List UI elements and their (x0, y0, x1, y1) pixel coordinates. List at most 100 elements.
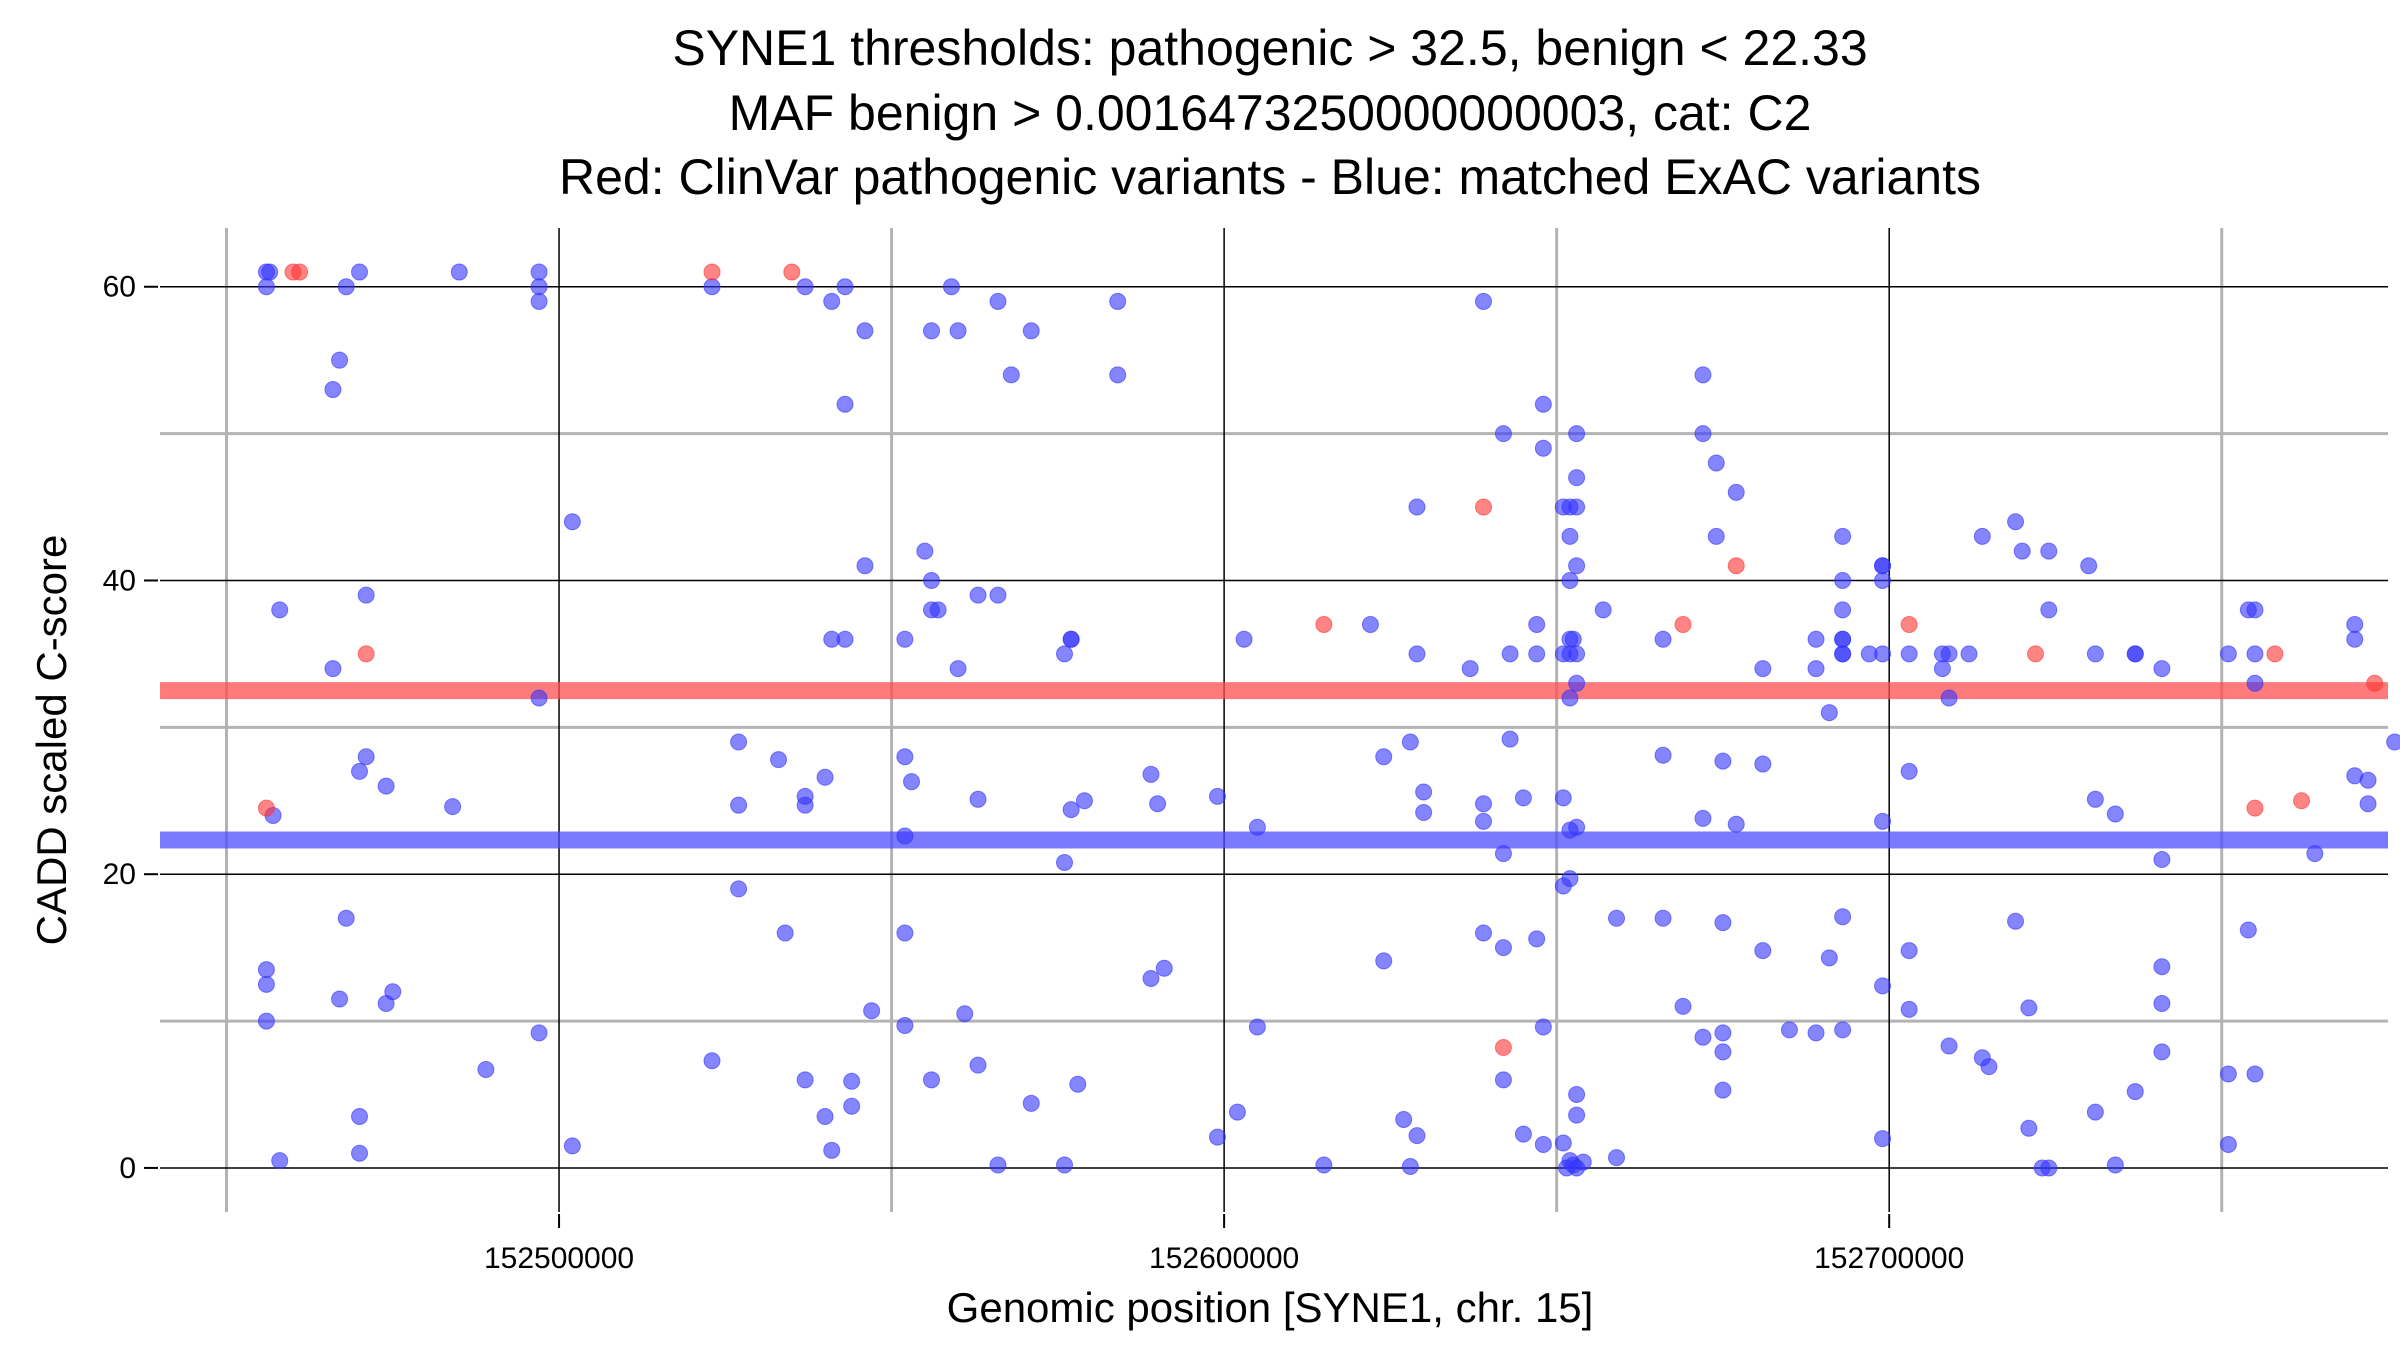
chart-title-line-2: MAF benign > 0.0016473250000000003, cat:… (729, 85, 1812, 141)
exac-point (1208, 787, 1226, 805)
exac-point (1807, 660, 1825, 678)
exac-point (384, 983, 402, 1001)
exac-point (1714, 752, 1732, 770)
exac-point (530, 1024, 548, 1042)
exac-point (530, 278, 548, 296)
exac-point (1834, 908, 1852, 926)
exac-point (1980, 1058, 1998, 1076)
exac-point (2033, 1159, 2051, 1177)
x-tick-label: 152500000 (484, 1242, 634, 1275)
exac-point (1501, 645, 1519, 663)
exac-point (271, 601, 289, 619)
exac-point (703, 278, 721, 296)
exac-point (1568, 557, 1586, 575)
exac-point (1900, 762, 1918, 780)
exac-point (836, 395, 854, 413)
exac-point (1754, 660, 1772, 678)
exac-point (1714, 914, 1732, 932)
exac-point (730, 880, 748, 898)
clinvar-point (357, 645, 375, 663)
exac-point (896, 630, 914, 648)
exac-point (1022, 1094, 1040, 1112)
exac-point (1401, 733, 1419, 751)
exac-point (2219, 1135, 2237, 1153)
exac-point (2013, 542, 2031, 560)
exac-point (2153, 958, 2171, 976)
exac-point (770, 751, 788, 769)
exac-point (271, 1152, 289, 1170)
exac-point (1248, 1018, 1266, 1036)
x-tick-label: 152700000 (1814, 1242, 1964, 1275)
exac-point (1834, 645, 1852, 663)
exac-point (1874, 977, 1892, 995)
exac-point (2080, 557, 2098, 575)
exac-point (530, 689, 548, 707)
exac-point (989, 292, 1007, 310)
exac-point (896, 748, 914, 766)
exac-point (916, 542, 934, 560)
exac-point (776, 924, 794, 942)
exac-point (1727, 483, 1745, 501)
exac-point (1960, 645, 1978, 663)
exac-point (1754, 942, 1772, 960)
exac-point (1528, 930, 1546, 948)
exac-point (324, 660, 342, 678)
exac-point (949, 322, 967, 340)
exac-point (1534, 1135, 1552, 1153)
clinvar-point (2366, 674, 2384, 692)
exac-point (843, 1072, 861, 1090)
exac-point (1874, 812, 1892, 830)
exac-point (1608, 1149, 1626, 1167)
exac-point (856, 557, 874, 575)
chart-title-line-1: SYNE1 thresholds: pathogenic > 32.5, ben… (672, 20, 1867, 76)
exac-point (1474, 795, 1492, 813)
exac-point (1022, 322, 1040, 340)
exac-point (1228, 1103, 1246, 1121)
exac-point (922, 1071, 940, 1089)
exac-point (1401, 1157, 1419, 1175)
exac-point (1568, 498, 1586, 516)
exac-point (796, 278, 814, 296)
clinvar-point (2266, 645, 2284, 663)
exac-point (337, 909, 355, 927)
exac-point (2346, 630, 2364, 648)
exac-point (1834, 527, 1852, 545)
exac-point (324, 381, 342, 399)
exac-point (2020, 1119, 2038, 1137)
exac-point (563, 513, 581, 531)
exac-point (1561, 571, 1579, 589)
exac-point (477, 1061, 495, 1079)
exac-point (896, 1016, 914, 1034)
exac-point (1714, 1024, 1732, 1042)
exac-point (2153, 851, 2171, 869)
x-tick-label: 152600000 (1149, 1242, 1299, 1275)
exac-point (563, 1137, 581, 1155)
exac-point (1834, 601, 1852, 619)
exac-point (1075, 792, 1093, 810)
exac-point (1568, 1106, 1586, 1124)
exac-point (1474, 924, 1492, 942)
exac-point (1568, 1086, 1586, 1104)
exac-point (1408, 645, 1426, 663)
exac-point (1056, 853, 1074, 871)
exac-point (2346, 616, 2364, 634)
exac-point (257, 961, 275, 979)
exac-point (1408, 1127, 1426, 1145)
exac-point (796, 796, 814, 814)
exac-point (1727, 815, 1745, 833)
exac-point (1534, 395, 1552, 413)
clinvar-point (257, 799, 275, 817)
exac-point (331, 990, 349, 1008)
y-tick-label: 60 (103, 271, 136, 304)
exac-point (1933, 660, 1951, 678)
clinvar-point (2293, 792, 2311, 810)
exac-point (896, 827, 914, 845)
exac-point (2306, 845, 2324, 863)
exac-point (1514, 1125, 1532, 1143)
clinvar-point (2246, 799, 2264, 817)
exac-point (1874, 571, 1892, 589)
exac-point (1694, 1028, 1712, 1046)
exac-point (843, 1097, 861, 1115)
exac-point (351, 1144, 369, 1162)
